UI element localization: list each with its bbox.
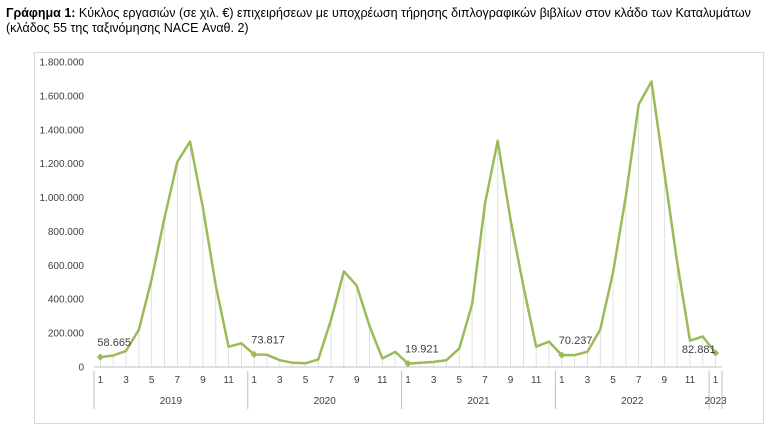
x-tick-label: 3 bbox=[585, 375, 591, 386]
x-tick-label: 7 bbox=[175, 375, 181, 386]
data-label: 73.817 bbox=[251, 334, 285, 346]
x-tick-label: 5 bbox=[456, 375, 462, 386]
x-tick-label: 3 bbox=[431, 375, 437, 386]
data-label: 70.237 bbox=[559, 335, 593, 347]
x-tick-label: 7 bbox=[482, 375, 488, 386]
x-tick-label: 1 bbox=[559, 375, 565, 386]
y-tick-label: 1.600.000 bbox=[40, 91, 85, 102]
y-tick-label: 1.000.000 bbox=[40, 193, 85, 204]
y-tick-label: 1.200.000 bbox=[40, 159, 85, 170]
x-tick-label: 1 bbox=[713, 375, 719, 386]
x-tick-label: 1 bbox=[251, 375, 257, 386]
year-label: 2023 bbox=[704, 396, 727, 407]
x-tick-label: 11 bbox=[531, 375, 542, 386]
x-tick-label: 1 bbox=[98, 375, 104, 386]
data-point-marker bbox=[250, 350, 258, 359]
y-tick-label: 400.000 bbox=[48, 295, 85, 306]
x-tick-label: 5 bbox=[303, 375, 309, 386]
y-tick-label: 1.800.000 bbox=[40, 58, 85, 69]
data-point-marker bbox=[711, 349, 720, 357]
caption-prefix: Γράφημα 1: bbox=[6, 6, 76, 20]
x-tick-label: 5 bbox=[149, 375, 155, 386]
x-tick-label: 7 bbox=[328, 375, 334, 386]
data-point-marker bbox=[558, 351, 566, 359]
x-tick-label: 11 bbox=[685, 375, 696, 386]
x-tick-label: 9 bbox=[508, 375, 514, 386]
x-tick-label: 9 bbox=[354, 375, 360, 386]
year-label: 2019 bbox=[160, 396, 183, 407]
data-label: 58.665 bbox=[97, 337, 131, 349]
data-point-marker bbox=[404, 360, 412, 368]
x-tick-label: 9 bbox=[200, 375, 206, 386]
y-tick-label: 200.000 bbox=[48, 329, 85, 340]
year-label: 2021 bbox=[467, 396, 490, 407]
figure-caption: Γράφημα 1: Κύκλος εργασιών (σε χιλ. €) ε… bbox=[6, 6, 764, 36]
y-tick-label: 0 bbox=[78, 363, 84, 374]
y-tick-label: 1.400.000 bbox=[40, 125, 85, 136]
data-label: 82.881 bbox=[682, 344, 716, 356]
x-tick-label: 11 bbox=[223, 375, 234, 386]
data-point-marker bbox=[96, 353, 105, 361]
year-label: 2022 bbox=[621, 396, 644, 407]
x-tick-label: 1 bbox=[405, 375, 411, 386]
chart-frame bbox=[34, 52, 764, 424]
y-tick-label: 800.000 bbox=[48, 227, 85, 238]
x-tick-label: 5 bbox=[610, 375, 616, 386]
x-tick-label: 11 bbox=[377, 375, 388, 386]
x-tick-label: 3 bbox=[123, 375, 129, 386]
data-label: 19.921 bbox=[405, 344, 439, 356]
y-tick-label: 600.000 bbox=[48, 261, 85, 272]
year-label: 2020 bbox=[314, 396, 337, 407]
x-tick-label: 9 bbox=[662, 375, 668, 386]
x-tick-label: 7 bbox=[636, 375, 642, 386]
caption-text: Κύκλος εργασιών (σε χιλ. €) επιχειρήσεων… bbox=[6, 6, 751, 35]
x-tick-label: 3 bbox=[277, 375, 283, 386]
series-line bbox=[100, 80, 717, 365]
